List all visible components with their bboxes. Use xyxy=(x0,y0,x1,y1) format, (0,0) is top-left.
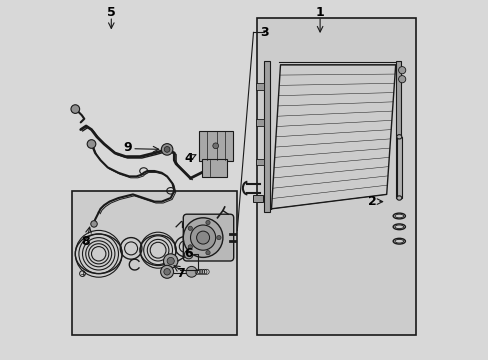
Bar xyxy=(264,61,269,212)
Circle shape xyxy=(190,225,215,250)
Circle shape xyxy=(196,231,209,244)
Bar xyxy=(395,61,400,198)
Bar xyxy=(252,195,263,202)
Circle shape xyxy=(398,76,405,83)
Ellipse shape xyxy=(396,135,401,139)
Circle shape xyxy=(216,235,221,240)
Circle shape xyxy=(183,218,223,257)
Circle shape xyxy=(188,245,192,249)
Bar xyxy=(256,159,264,165)
Text: 5: 5 xyxy=(107,6,116,19)
Circle shape xyxy=(163,254,178,268)
Text: 7: 7 xyxy=(176,267,184,280)
FancyBboxPatch shape xyxy=(199,131,232,161)
Text: 9: 9 xyxy=(123,141,132,154)
Circle shape xyxy=(205,251,210,255)
Text: 2: 2 xyxy=(367,195,376,208)
Circle shape xyxy=(87,140,96,148)
Circle shape xyxy=(188,226,192,230)
Circle shape xyxy=(160,265,173,278)
Text: 4: 4 xyxy=(183,152,192,165)
Circle shape xyxy=(161,144,172,155)
FancyBboxPatch shape xyxy=(202,159,227,177)
Bar xyxy=(396,137,401,198)
Text: 3: 3 xyxy=(260,26,268,39)
Ellipse shape xyxy=(396,196,401,200)
Circle shape xyxy=(186,266,197,277)
Circle shape xyxy=(212,143,218,149)
Circle shape xyxy=(205,220,210,225)
Circle shape xyxy=(164,147,170,152)
Text: 1: 1 xyxy=(315,6,324,19)
Circle shape xyxy=(184,250,193,259)
Circle shape xyxy=(167,257,174,265)
Circle shape xyxy=(71,105,80,113)
Bar xyxy=(257,18,415,335)
Circle shape xyxy=(91,221,97,227)
Circle shape xyxy=(163,269,170,275)
Text: 6: 6 xyxy=(183,247,192,260)
Bar xyxy=(256,119,264,126)
FancyBboxPatch shape xyxy=(183,214,233,261)
Bar xyxy=(72,191,237,335)
Bar xyxy=(256,83,264,90)
Circle shape xyxy=(398,67,405,74)
Text: 8: 8 xyxy=(81,235,89,248)
